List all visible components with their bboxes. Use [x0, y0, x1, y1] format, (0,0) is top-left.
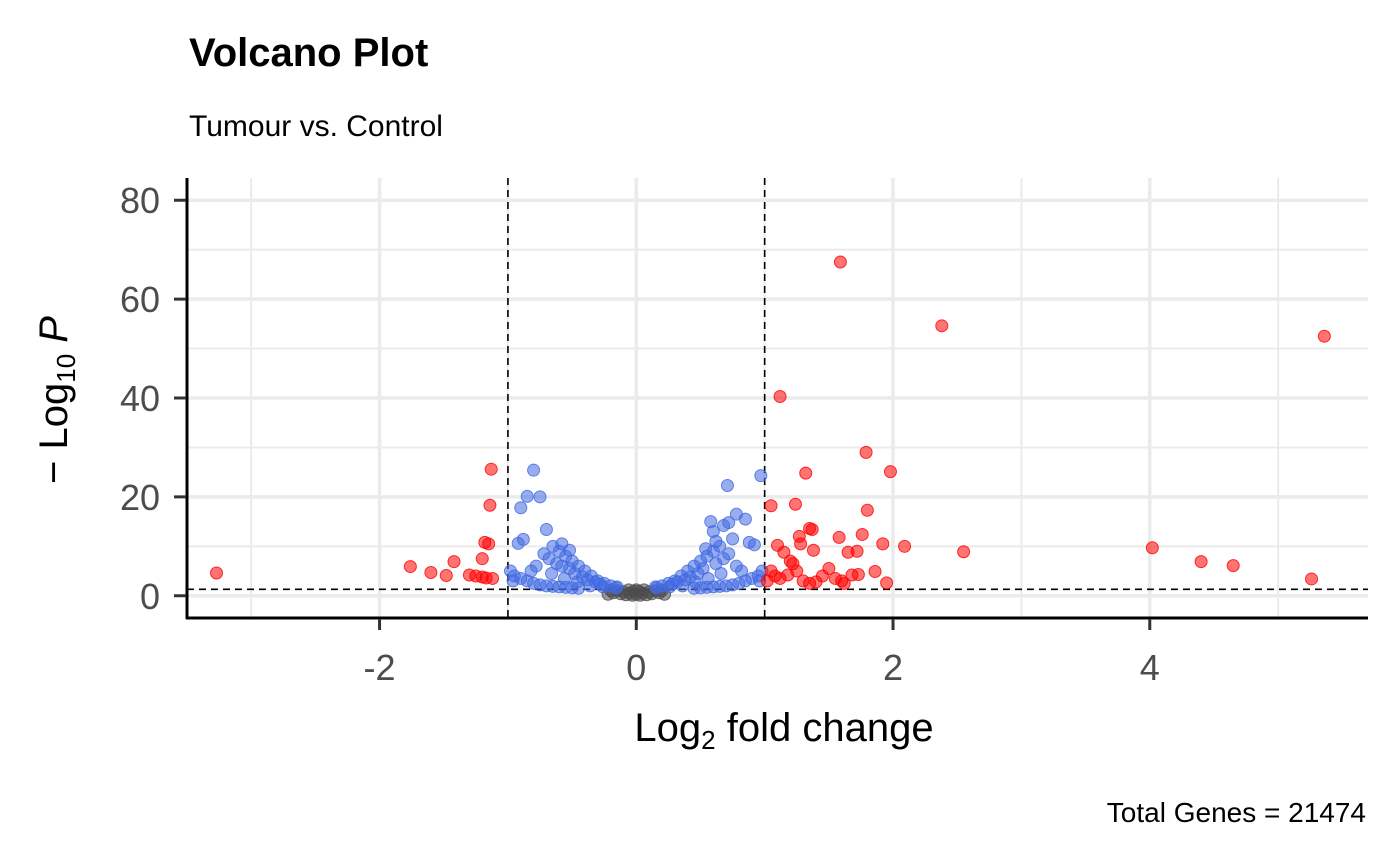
data-point-p_only	[570, 575, 584, 589]
data-point-p_only	[747, 538, 761, 552]
x-tick-label: 0	[626, 647, 646, 688]
data-point-p_and_fc	[777, 545, 791, 559]
data-point-p_only	[701, 571, 715, 585]
chart-caption: Total Genes = 21474	[1107, 797, 1366, 828]
data-point-p_and_fc	[1145, 541, 1159, 555]
data-point-p_only	[735, 564, 749, 578]
data-point-p_only	[524, 564, 538, 578]
data-point-p_only	[609, 581, 623, 595]
data-point-p_and_fc	[851, 567, 865, 581]
data-point-p_only	[663, 580, 677, 594]
data-point-p_and_fc	[439, 568, 453, 582]
data-point-p_and_fc	[1194, 555, 1208, 569]
data-point-p_and_fc	[898, 539, 912, 553]
data-point-p_only	[596, 580, 610, 594]
x-tick-label: 4	[1140, 647, 1160, 688]
data-point-p_and_fc	[1317, 329, 1331, 343]
data-point-p_and_fc	[859, 445, 873, 459]
y-tick-label: 0	[140, 576, 160, 617]
data-point-p_only	[738, 512, 752, 526]
data-point-p_only	[676, 579, 690, 593]
data-point-p_and_fc	[837, 576, 851, 590]
data-point-p_and_fc	[833, 255, 847, 269]
data-point-p_and_fc	[773, 390, 787, 404]
data-point-p_and_fc	[1305, 572, 1319, 586]
data-point-p_and_fc	[1226, 559, 1240, 573]
data-point-p_and_fc	[794, 537, 808, 551]
x-tick-label: -2	[364, 647, 396, 688]
data-point-p_and_fc	[883, 465, 897, 479]
x-axis-title: Log2 fold change	[634, 706, 933, 755]
data-point-p_only	[533, 490, 547, 504]
data-point-p_and_fc	[935, 319, 949, 333]
y-tick-label: 80	[120, 180, 160, 221]
data-point-p_and_fc	[786, 557, 800, 571]
data-point-p_only	[726, 532, 740, 546]
threshold-lines	[187, 178, 1368, 618]
data-point-p_and_fc	[855, 527, 869, 541]
data-point-p_and_fc	[475, 552, 489, 566]
data-point-p_only	[699, 542, 713, 556]
y-axis-ticks: 0 20 40 60 80	[120, 180, 186, 617]
y-tick-label: 40	[120, 378, 160, 419]
data-point-p_only	[754, 469, 768, 483]
data-point-p_only	[709, 534, 723, 548]
x-axis-ticks: -2 0 2 4	[364, 619, 1160, 688]
chart-subtitle: Tumour vs. Control	[189, 110, 443, 143]
data-point-p_and_fc	[403, 560, 417, 574]
data-point-p_only	[539, 523, 553, 537]
data-point-p_and_fc	[484, 462, 498, 476]
data-point-p_and_fc	[868, 565, 882, 579]
data-point-p_only	[511, 536, 525, 550]
data-point-p_and_fc	[788, 497, 802, 511]
data-point-p_only	[527, 463, 541, 477]
data-point-p_and_fc	[799, 466, 813, 480]
data-point-p_and_fc	[805, 523, 819, 537]
y-tick-label: 60	[120, 279, 160, 320]
data-point-p_only	[720, 479, 734, 493]
data-points	[210, 255, 1331, 602]
data-point-p_only	[563, 543, 577, 557]
data-point-p_only	[722, 516, 736, 530]
data-point-p_and_fc	[880, 576, 894, 590]
data-point-p_and_fc	[876, 537, 890, 551]
x-tick-label: 2	[883, 647, 903, 688]
data-point-p_only	[520, 489, 534, 503]
data-point-p_and_fc	[803, 576, 817, 590]
y-tick-label: 20	[120, 477, 160, 518]
data-point-p_and_fc	[447, 555, 461, 569]
data-point-p_and_fc	[760, 574, 774, 588]
data-point-p_and_fc	[832, 530, 846, 544]
data-point-p_only	[506, 574, 520, 588]
data-point-p_and_fc	[957, 545, 971, 559]
data-point-p_only	[688, 575, 702, 589]
data-point-p_only	[514, 501, 528, 515]
data-point-p_and_fc	[850, 544, 864, 558]
chart-title: Volcano Plot	[189, 31, 428, 75]
data-point-p_and_fc	[482, 537, 496, 551]
data-point-p_only	[557, 571, 571, 585]
data-point-p_and_fc	[483, 498, 497, 512]
data-point-p_and_fc	[764, 499, 778, 513]
y-axis-title: − Log10 P	[32, 316, 81, 484]
data-point-p_and_fc	[486, 571, 500, 585]
data-point-p_only	[714, 567, 728, 581]
data-point-p_only	[583, 579, 597, 593]
data-point-p_and_fc	[424, 566, 438, 580]
data-point-p_and_fc	[860, 503, 874, 517]
data-point-p_and_fc	[806, 543, 820, 557]
data-point-ns	[625, 588, 639, 602]
data-point-p_only	[650, 581, 664, 595]
data-point-p_only	[545, 567, 559, 581]
data-point-p_and_fc	[210, 566, 224, 580]
